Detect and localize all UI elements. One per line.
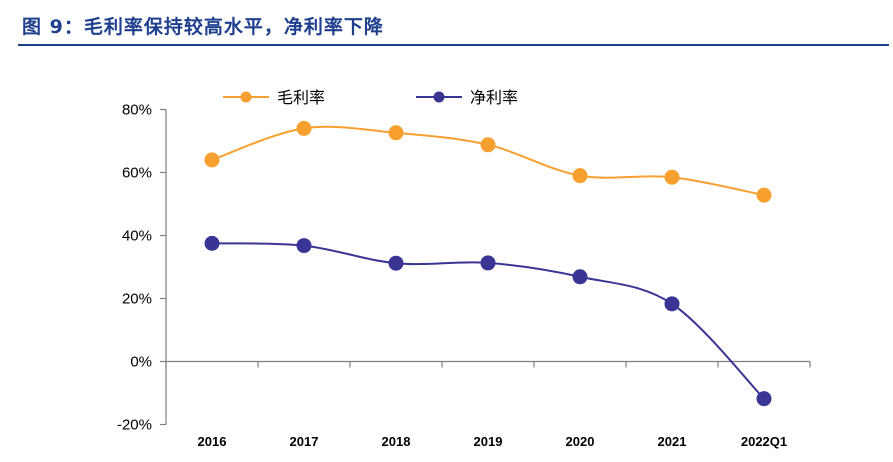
net-margin-point	[204, 235, 220, 251]
gross-margin-point	[480, 137, 496, 153]
gross-margin-point	[572, 168, 588, 184]
gross-margin-point	[756, 187, 772, 203]
net-margin-legend-marker	[433, 91, 445, 103]
figure-title: 图 9：毛利率保持较高水平，净利率下降	[22, 16, 384, 38]
net-margin-point	[296, 238, 312, 254]
x-tick-label: 2019	[474, 434, 503, 449]
x-tick-label: 2020	[566, 434, 595, 449]
x-tick-label: 2022Q1	[741, 434, 787, 449]
y-tick-label: 20%	[122, 291, 152, 308]
y-tick-label: 60%	[122, 165, 152, 182]
y-tick-label: 0%	[130, 354, 152, 371]
net-margin-point	[664, 296, 680, 312]
net-margin-point	[572, 269, 588, 285]
gross-margin-point	[296, 120, 312, 136]
y-tick-label: 80%	[122, 102, 152, 119]
x-tick-label: 2016	[198, 434, 227, 449]
net-margin-point	[480, 255, 496, 271]
gross-margin-point	[388, 125, 404, 141]
gross-margin-line	[211, 125, 765, 197]
net-margin-point	[756, 391, 772, 407]
chart-axes: 80% 60% 40% 20% 0% -20% 2016 2017 2018 2019 2020 20…	[117, 102, 811, 449]
chart-legend: 毛利率 净利率	[223, 88, 518, 107]
net-margin-point	[388, 255, 404, 271]
y-tick-label: -20%	[117, 417, 152, 434]
gross-margin-point	[664, 169, 680, 185]
gross-margin-point	[204, 152, 220, 168]
x-tick-label: 2021	[658, 434, 687, 449]
x-tick-label: 2017	[290, 434, 319, 449]
y-tick-label: 40%	[122, 228, 152, 245]
x-tick-label: 2018	[382, 434, 411, 449]
gross-margin-legend-label: 毛利率	[277, 88, 325, 107]
gross-margin-legend-marker	[240, 91, 252, 103]
title-underline	[18, 44, 889, 46]
net-margin-legend-label: 净利率	[470, 88, 518, 107]
chart-series	[204, 120, 772, 407]
